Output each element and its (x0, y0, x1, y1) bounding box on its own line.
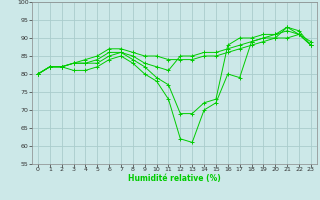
X-axis label: Humidité relative (%): Humidité relative (%) (128, 174, 221, 183)
